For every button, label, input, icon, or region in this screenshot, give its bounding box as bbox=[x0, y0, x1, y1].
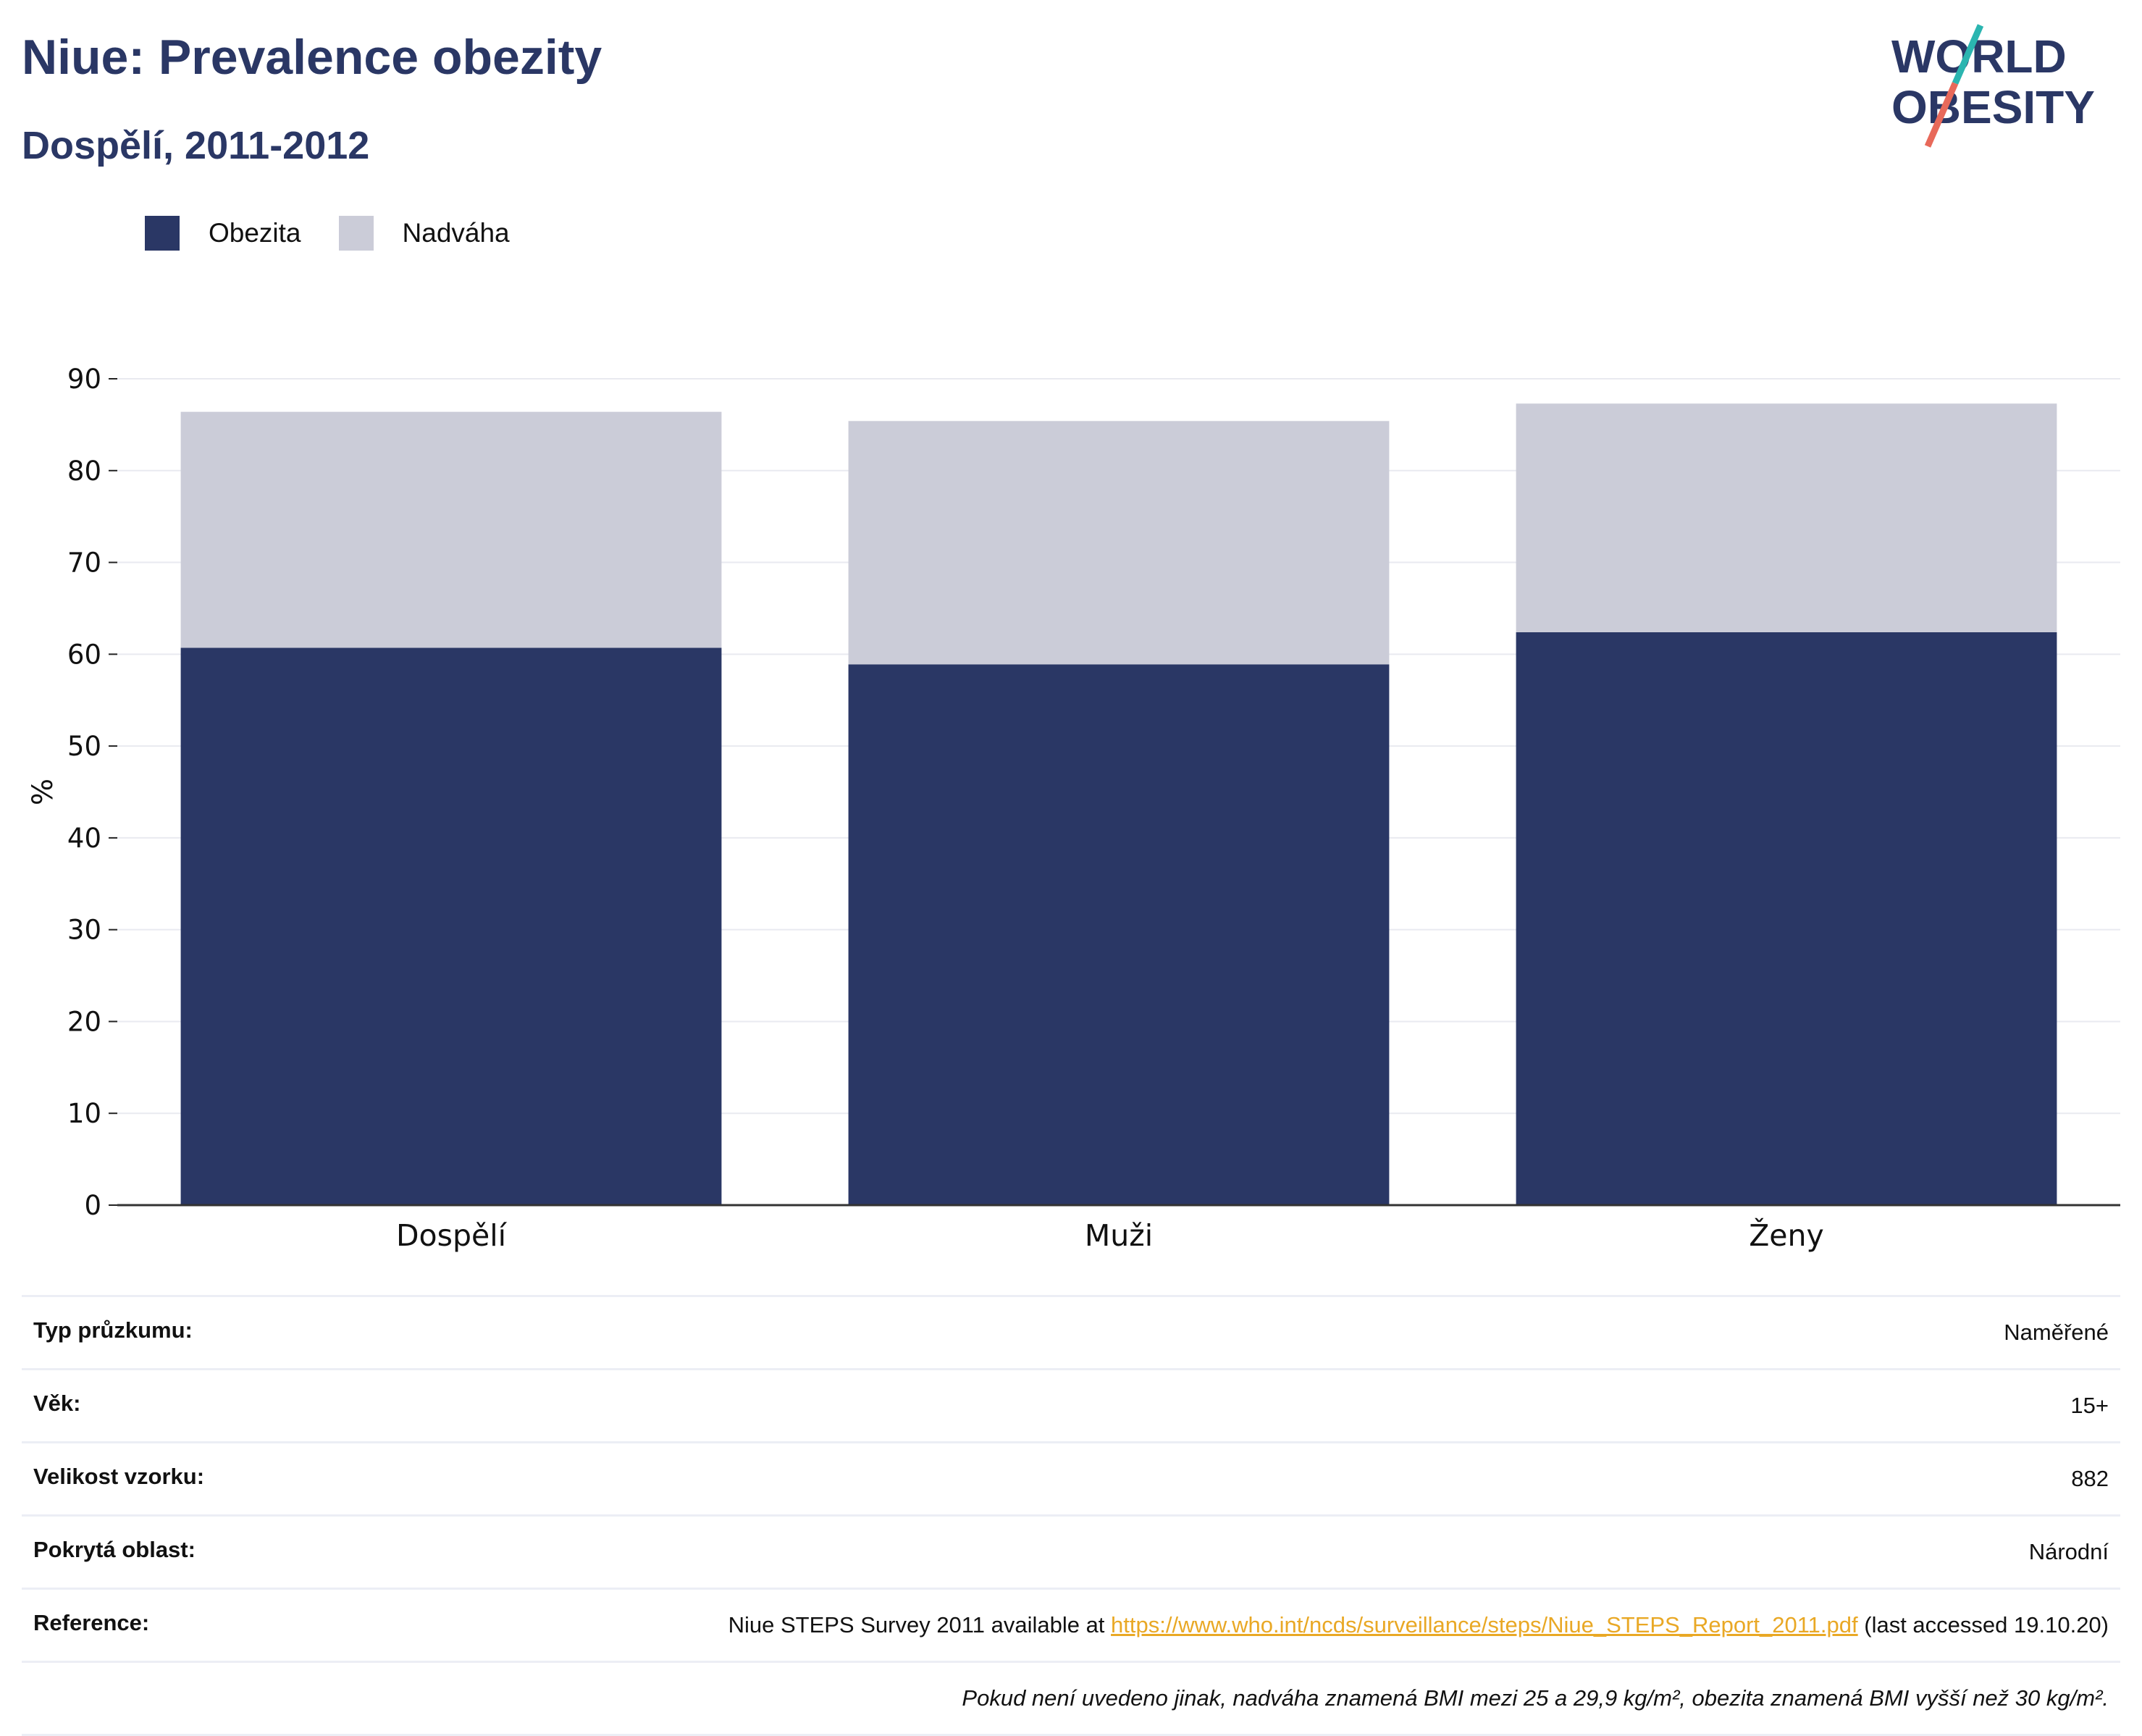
info-key: Velikost vzorku: bbox=[33, 1464, 205, 1489]
reference-link[interactable]: https://www.who.int/ncds/surveillance/st… bbox=[1111, 1612, 1858, 1638]
chart-legend: Obezita Nadváha bbox=[145, 216, 547, 251]
info-row-coverage: Pokrytá oblast: Národní bbox=[22, 1517, 2120, 1590]
reference-prefix: Niue STEPS Survey 2011 available at bbox=[728, 1612, 1112, 1638]
legend-swatch-obesity bbox=[145, 216, 180, 251]
y-tick-label: 50 bbox=[67, 731, 101, 762]
bar-overweight-0 bbox=[180, 411, 722, 648]
reference-value: Niue STEPS Survey 2011 available at http… bbox=[728, 1610, 2109, 1640]
info-row-reference: Reference: Niue STEPS Survey 2011 availa… bbox=[22, 1590, 2120, 1663]
reference-suffix: (last accessed 19.10.20) bbox=[1857, 1612, 2109, 1638]
info-key: Věk: bbox=[33, 1391, 81, 1416]
legend-label-obesity: Obezita bbox=[209, 218, 301, 248]
y-axis-label: % bbox=[27, 779, 59, 805]
y-tick-label: 90 bbox=[67, 364, 101, 395]
bar-obesity-2 bbox=[1516, 632, 2057, 1205]
info-row-survey-type: Typ průzkumu: Naměřené bbox=[22, 1297, 2120, 1370]
bar-obesity-1 bbox=[848, 664, 1390, 1205]
x-category-label: Dospělí bbox=[396, 1218, 508, 1253]
x-category-label: Ženy bbox=[1749, 1218, 1824, 1253]
info-key: Typ průzkumu: bbox=[33, 1317, 193, 1343]
info-key: Reference: bbox=[33, 1610, 150, 1635]
slash-logo-icon-teal bbox=[1952, 24, 1984, 85]
survey-info-table: Typ průzkumu: Naměřené Věk: 15+ Velikost… bbox=[22, 1295, 2120, 1736]
info-value: 882 bbox=[2071, 1466, 2109, 1491]
y-tick-label: 40 bbox=[67, 823, 101, 854]
world-obesity-logo: WORLD OBESITY bbox=[1891, 24, 2095, 148]
y-tick-label: 0 bbox=[84, 1190, 101, 1221]
info-row-age: Věk: 15+ bbox=[22, 1370, 2120, 1443]
info-row-sample-size: Velikost vzorku: 882 bbox=[22, 1443, 2120, 1517]
bar-overweight-1 bbox=[848, 421, 1390, 665]
legend-item-obesity[interactable]: Obezita bbox=[145, 216, 301, 251]
info-value: 15+ bbox=[2070, 1393, 2109, 1418]
logo-line2: OBESITY bbox=[1891, 81, 2095, 133]
x-category-label: Muži bbox=[1085, 1218, 1153, 1253]
y-tick-label: 80 bbox=[67, 456, 101, 487]
page-subtitle: Dospělí, 2011-2012 bbox=[22, 124, 370, 167]
info-value: Národní bbox=[2028, 1539, 2109, 1564]
bar-overweight-2 bbox=[1516, 403, 2057, 632]
bar-chart: 0 10 20 30 40 50 60 70 80 90% Dospělí Muži Ženy bbox=[27, 364, 2120, 1253]
page-title: Niue: Prevalence obezity bbox=[22, 30, 602, 85]
y-tick-label: 60 bbox=[67, 639, 101, 670]
slash-logo-icon-red bbox=[1924, 82, 1959, 148]
legend-item-overweight[interactable]: Nadváha bbox=[338, 216, 510, 251]
logo-line1: WORLD bbox=[1891, 30, 2067, 83]
y-tick-label: 20 bbox=[67, 1006, 101, 1037]
info-key: Pokrytá oblast: bbox=[33, 1537, 196, 1562]
info-value: Naměřené bbox=[2004, 1320, 2109, 1345]
y-tick-label: 10 bbox=[67, 1098, 101, 1129]
definition-note: Pokud není uvedeno jinak, nadváha znamen… bbox=[962, 1685, 2109, 1711]
legend-label-overweight: Nadváha bbox=[402, 218, 510, 248]
info-row-note: Pokud není uvedeno jinak, nadváha znamen… bbox=[22, 1663, 2120, 1736]
bar-obesity-0 bbox=[180, 647, 722, 1205]
y-tick-label: 70 bbox=[67, 548, 101, 579]
legend-swatch-overweight bbox=[338, 216, 374, 251]
y-tick-label: 30 bbox=[67, 915, 101, 946]
